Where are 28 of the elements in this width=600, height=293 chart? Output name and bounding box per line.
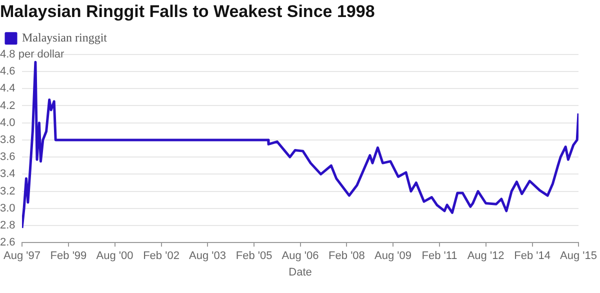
y-tick-label: 3.8	[0, 134, 16, 146]
y-tick-label: 3.0	[0, 202, 16, 214]
x-tick-label: Aug '06	[282, 250, 319, 262]
y-tick-label: 4.8 per dollar	[0, 48, 65, 60]
x-tick-label: Aug '03	[188, 250, 226, 262]
x-tick-label: Aug '09	[374, 250, 412, 262]
x-tick-label: Feb '11	[422, 250, 458, 262]
x-tick-label: Aug '00	[96, 250, 134, 262]
legend-label: Malaysian ringgit	[22, 30, 108, 45]
x-tick-label: Aug '15	[560, 250, 597, 262]
x-axis-title: Date	[288, 266, 312, 278]
y-tick-label: 3.4	[0, 168, 16, 180]
x-tick-label: Feb '02	[143, 250, 180, 262]
y-tick-label: 4.6	[0, 66, 16, 78]
chart-title: Malaysian Ringgit Falls to Weakest Since 1998	[0, 2, 375, 21]
x-tick-label: Feb '05	[236, 250, 272, 262]
x-tick-label: Feb '14	[514, 250, 550, 262]
x-tick-label: Feb '08	[328, 250, 365, 262]
y-tick-label: 3.6	[0, 151, 16, 164]
y-tick-label: 4.2	[0, 100, 16, 112]
y-tick-label: 3.2	[0, 185, 16, 198]
x-tick-label: Feb '99	[50, 250, 87, 262]
x-tick-label: Aug '12	[467, 250, 504, 262]
y-tick-label: 2.6	[0, 236, 16, 249]
y-tick-label: 2.8	[0, 220, 16, 232]
x-tick-label: Aug '97	[4, 250, 40, 262]
y-tick-label: 4.0	[0, 116, 16, 129]
y-tick-label: 4.4	[0, 82, 16, 95]
